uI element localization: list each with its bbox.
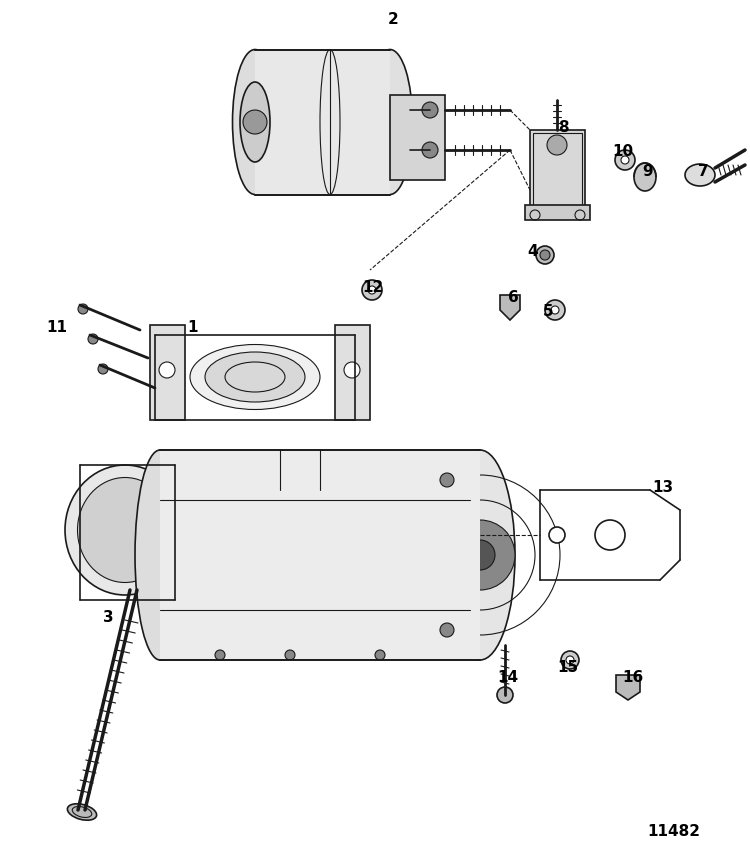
Circle shape: [159, 362, 175, 378]
Ellipse shape: [240, 82, 270, 162]
Polygon shape: [616, 675, 640, 700]
Circle shape: [547, 135, 567, 155]
Circle shape: [422, 142, 438, 158]
Circle shape: [440, 623, 454, 637]
Text: 16: 16: [622, 670, 644, 684]
Bar: [335, 325, 370, 420]
Ellipse shape: [368, 49, 413, 194]
Ellipse shape: [77, 477, 172, 583]
Bar: [390, 95, 445, 180]
Circle shape: [536, 246, 554, 264]
Polygon shape: [500, 295, 520, 320]
Circle shape: [440, 473, 454, 487]
Circle shape: [595, 520, 625, 550]
Circle shape: [88, 334, 98, 344]
Bar: [150, 325, 185, 420]
Circle shape: [362, 280, 382, 300]
Bar: [525, 205, 590, 220]
Ellipse shape: [634, 163, 656, 191]
Text: 9: 9: [643, 164, 653, 180]
Circle shape: [215, 650, 225, 660]
Text: 2: 2: [388, 13, 398, 27]
Text: 8: 8: [558, 119, 568, 135]
Ellipse shape: [685, 164, 715, 186]
Text: 10: 10: [613, 145, 634, 159]
Circle shape: [549, 527, 565, 543]
Circle shape: [445, 520, 515, 590]
Ellipse shape: [232, 49, 278, 194]
Text: 1: 1: [188, 320, 198, 336]
Circle shape: [615, 150, 635, 170]
Circle shape: [621, 156, 629, 164]
Text: 12: 12: [362, 279, 383, 295]
Circle shape: [465, 540, 495, 570]
Text: 11: 11: [46, 320, 68, 335]
Ellipse shape: [445, 450, 515, 660]
Circle shape: [566, 656, 574, 664]
Circle shape: [561, 651, 579, 669]
Text: 3: 3: [103, 611, 113, 625]
Circle shape: [344, 362, 360, 378]
Ellipse shape: [135, 450, 185, 660]
Ellipse shape: [68, 803, 97, 820]
Ellipse shape: [190, 344, 320, 410]
Text: 7: 7: [698, 164, 708, 180]
Ellipse shape: [205, 352, 305, 402]
Circle shape: [497, 687, 513, 703]
Circle shape: [551, 306, 559, 314]
Bar: [530, 130, 585, 210]
Text: 11482: 11482: [647, 825, 700, 839]
Circle shape: [545, 300, 565, 320]
Text: 5: 5: [543, 304, 554, 320]
Ellipse shape: [65, 465, 185, 595]
Circle shape: [243, 110, 267, 134]
Bar: [255, 50, 390, 195]
Text: 6: 6: [508, 290, 518, 304]
Circle shape: [540, 250, 550, 260]
Circle shape: [422, 102, 438, 118]
Circle shape: [78, 304, 88, 314]
Bar: [160, 450, 480, 660]
Circle shape: [285, 650, 295, 660]
Bar: [533, 133, 582, 207]
Circle shape: [368, 286, 376, 294]
Text: 13: 13: [652, 480, 674, 494]
Circle shape: [98, 364, 108, 374]
Circle shape: [375, 650, 385, 660]
Text: 15: 15: [557, 659, 578, 675]
Text: 14: 14: [497, 670, 518, 684]
Text: 4: 4: [528, 245, 538, 260]
